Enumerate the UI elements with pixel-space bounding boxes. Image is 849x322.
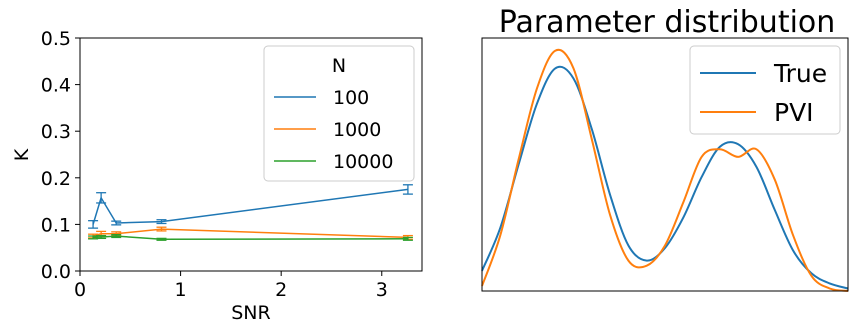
right-plot-frame	[481, 37, 849, 292]
x-tick-label: 1	[175, 279, 187, 301]
right-legend: True PVI	[689, 45, 841, 135]
y-tick-label: 0.2	[41, 168, 71, 190]
right-chart: Parameter distribution True PVI	[481, 5, 849, 292]
left-legend-frame	[263, 45, 415, 182]
y-tick-label: 0.4	[41, 75, 71, 97]
left-series-group	[88, 184, 413, 241]
legend-label-series-2: 1000	[333, 119, 381, 141]
legend-label-pvi: PVI	[774, 98, 814, 127]
left-legend: N 100 1000 10000	[263, 45, 415, 182]
left-y-axis: 0.0 0.1 0.2 0.3 0.4 0.5	[41, 28, 80, 283]
legend-label-series-1: 100	[333, 87, 369, 109]
left-chart: 0 1 2 3 0.0 0.1 0.2 0.3 0.4 0.5 SNR K N 100 1000…	[11, 28, 423, 322]
x-tick-label: 0	[74, 279, 86, 301]
series-1	[88, 184, 413, 229]
series-1-line	[92, 188, 408, 225]
left-x-axis-label: SNR	[231, 302, 270, 322]
left-x-axis: 0 1 2 3	[74, 271, 388, 301]
y-tick-label: 0.3	[41, 121, 71, 143]
right-series-group	[481, 48, 849, 292]
density-line-true	[481, 65, 849, 290]
y-tick-label: 0.1	[41, 214, 71, 236]
left-y-axis-label: K	[11, 148, 33, 161]
density-line-pvi	[481, 48, 849, 292]
legend-label-series-3: 10000	[333, 151, 393, 173]
series-3	[88, 234, 413, 241]
right-chart-title: Parameter distribution	[499, 5, 836, 40]
legend-label-true: True	[773, 59, 827, 88]
series-2-line	[92, 228, 408, 239]
x-tick-label: 2	[275, 279, 287, 301]
series-3-line	[93, 235, 408, 241]
y-tick-label: 0.0	[41, 261, 71, 283]
left-plot-frame	[79, 37, 423, 272]
x-tick-label: 3	[376, 279, 388, 301]
y-tick-label: 0.5	[41, 28, 71, 50]
left-legend-title: N	[332, 55, 346, 77]
